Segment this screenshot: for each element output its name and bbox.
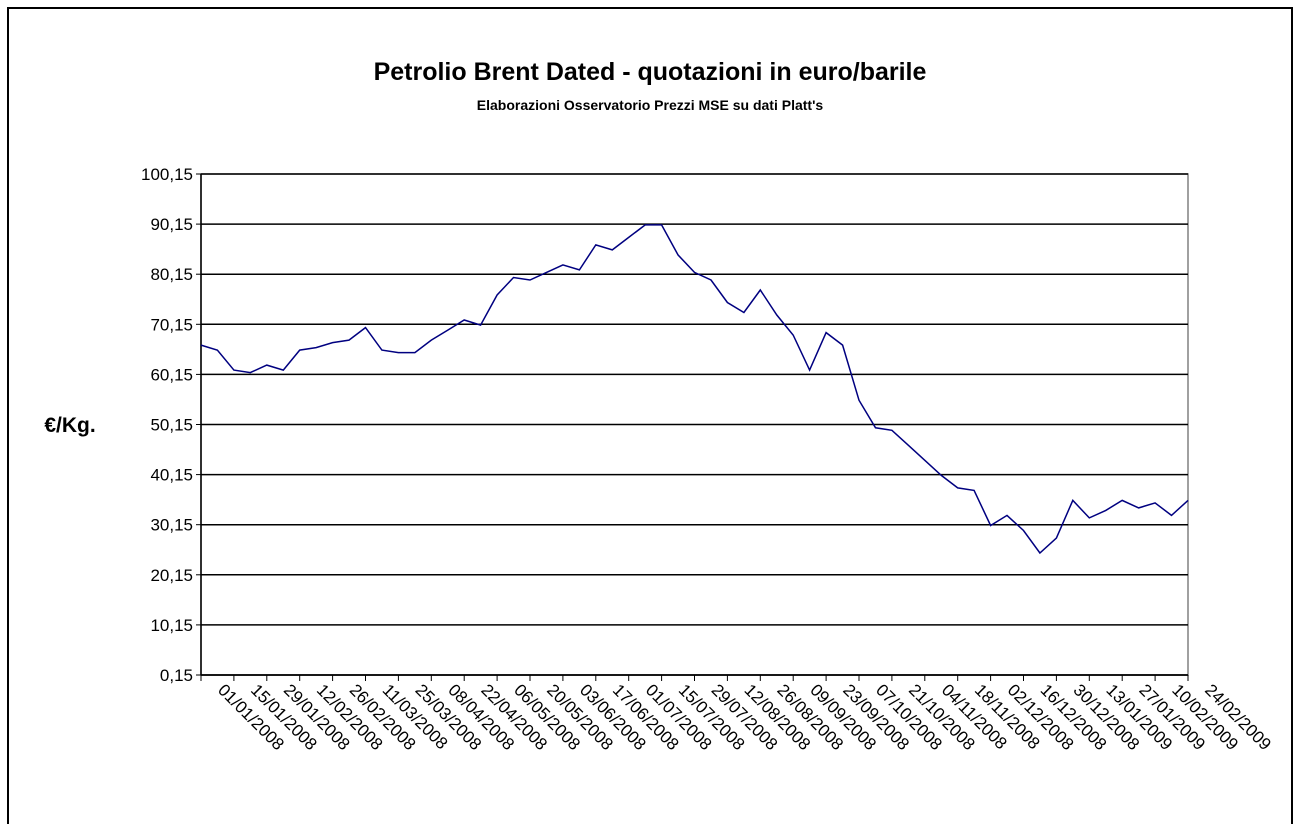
y-tick-label: 100,15 <box>141 165 193 184</box>
y-tick-label: 60,15 <box>150 365 193 384</box>
y-tick-label: 10,15 <box>150 616 193 635</box>
y-tick-label: 0,15 <box>160 666 193 685</box>
y-tick-label: 70,15 <box>150 315 193 334</box>
y-tick-label: 80,15 <box>150 265 193 284</box>
y-tick-label: 20,15 <box>150 566 193 585</box>
y-axis-label: €/Kg. <box>44 414 95 437</box>
chart-title: Petrolio Brent Dated - quotazioni in eur… <box>374 58 927 86</box>
y-tick-label: 30,15 <box>150 516 193 535</box>
chart-subtitle: Elaborazioni Osservatorio Prezzi MSE su … <box>477 97 824 113</box>
y-tick-label: 50,15 <box>150 416 193 435</box>
y-tick-label: 90,15 <box>150 215 193 234</box>
data-line <box>200 224 1189 555</box>
y-tick-label: 40,15 <box>150 466 193 485</box>
